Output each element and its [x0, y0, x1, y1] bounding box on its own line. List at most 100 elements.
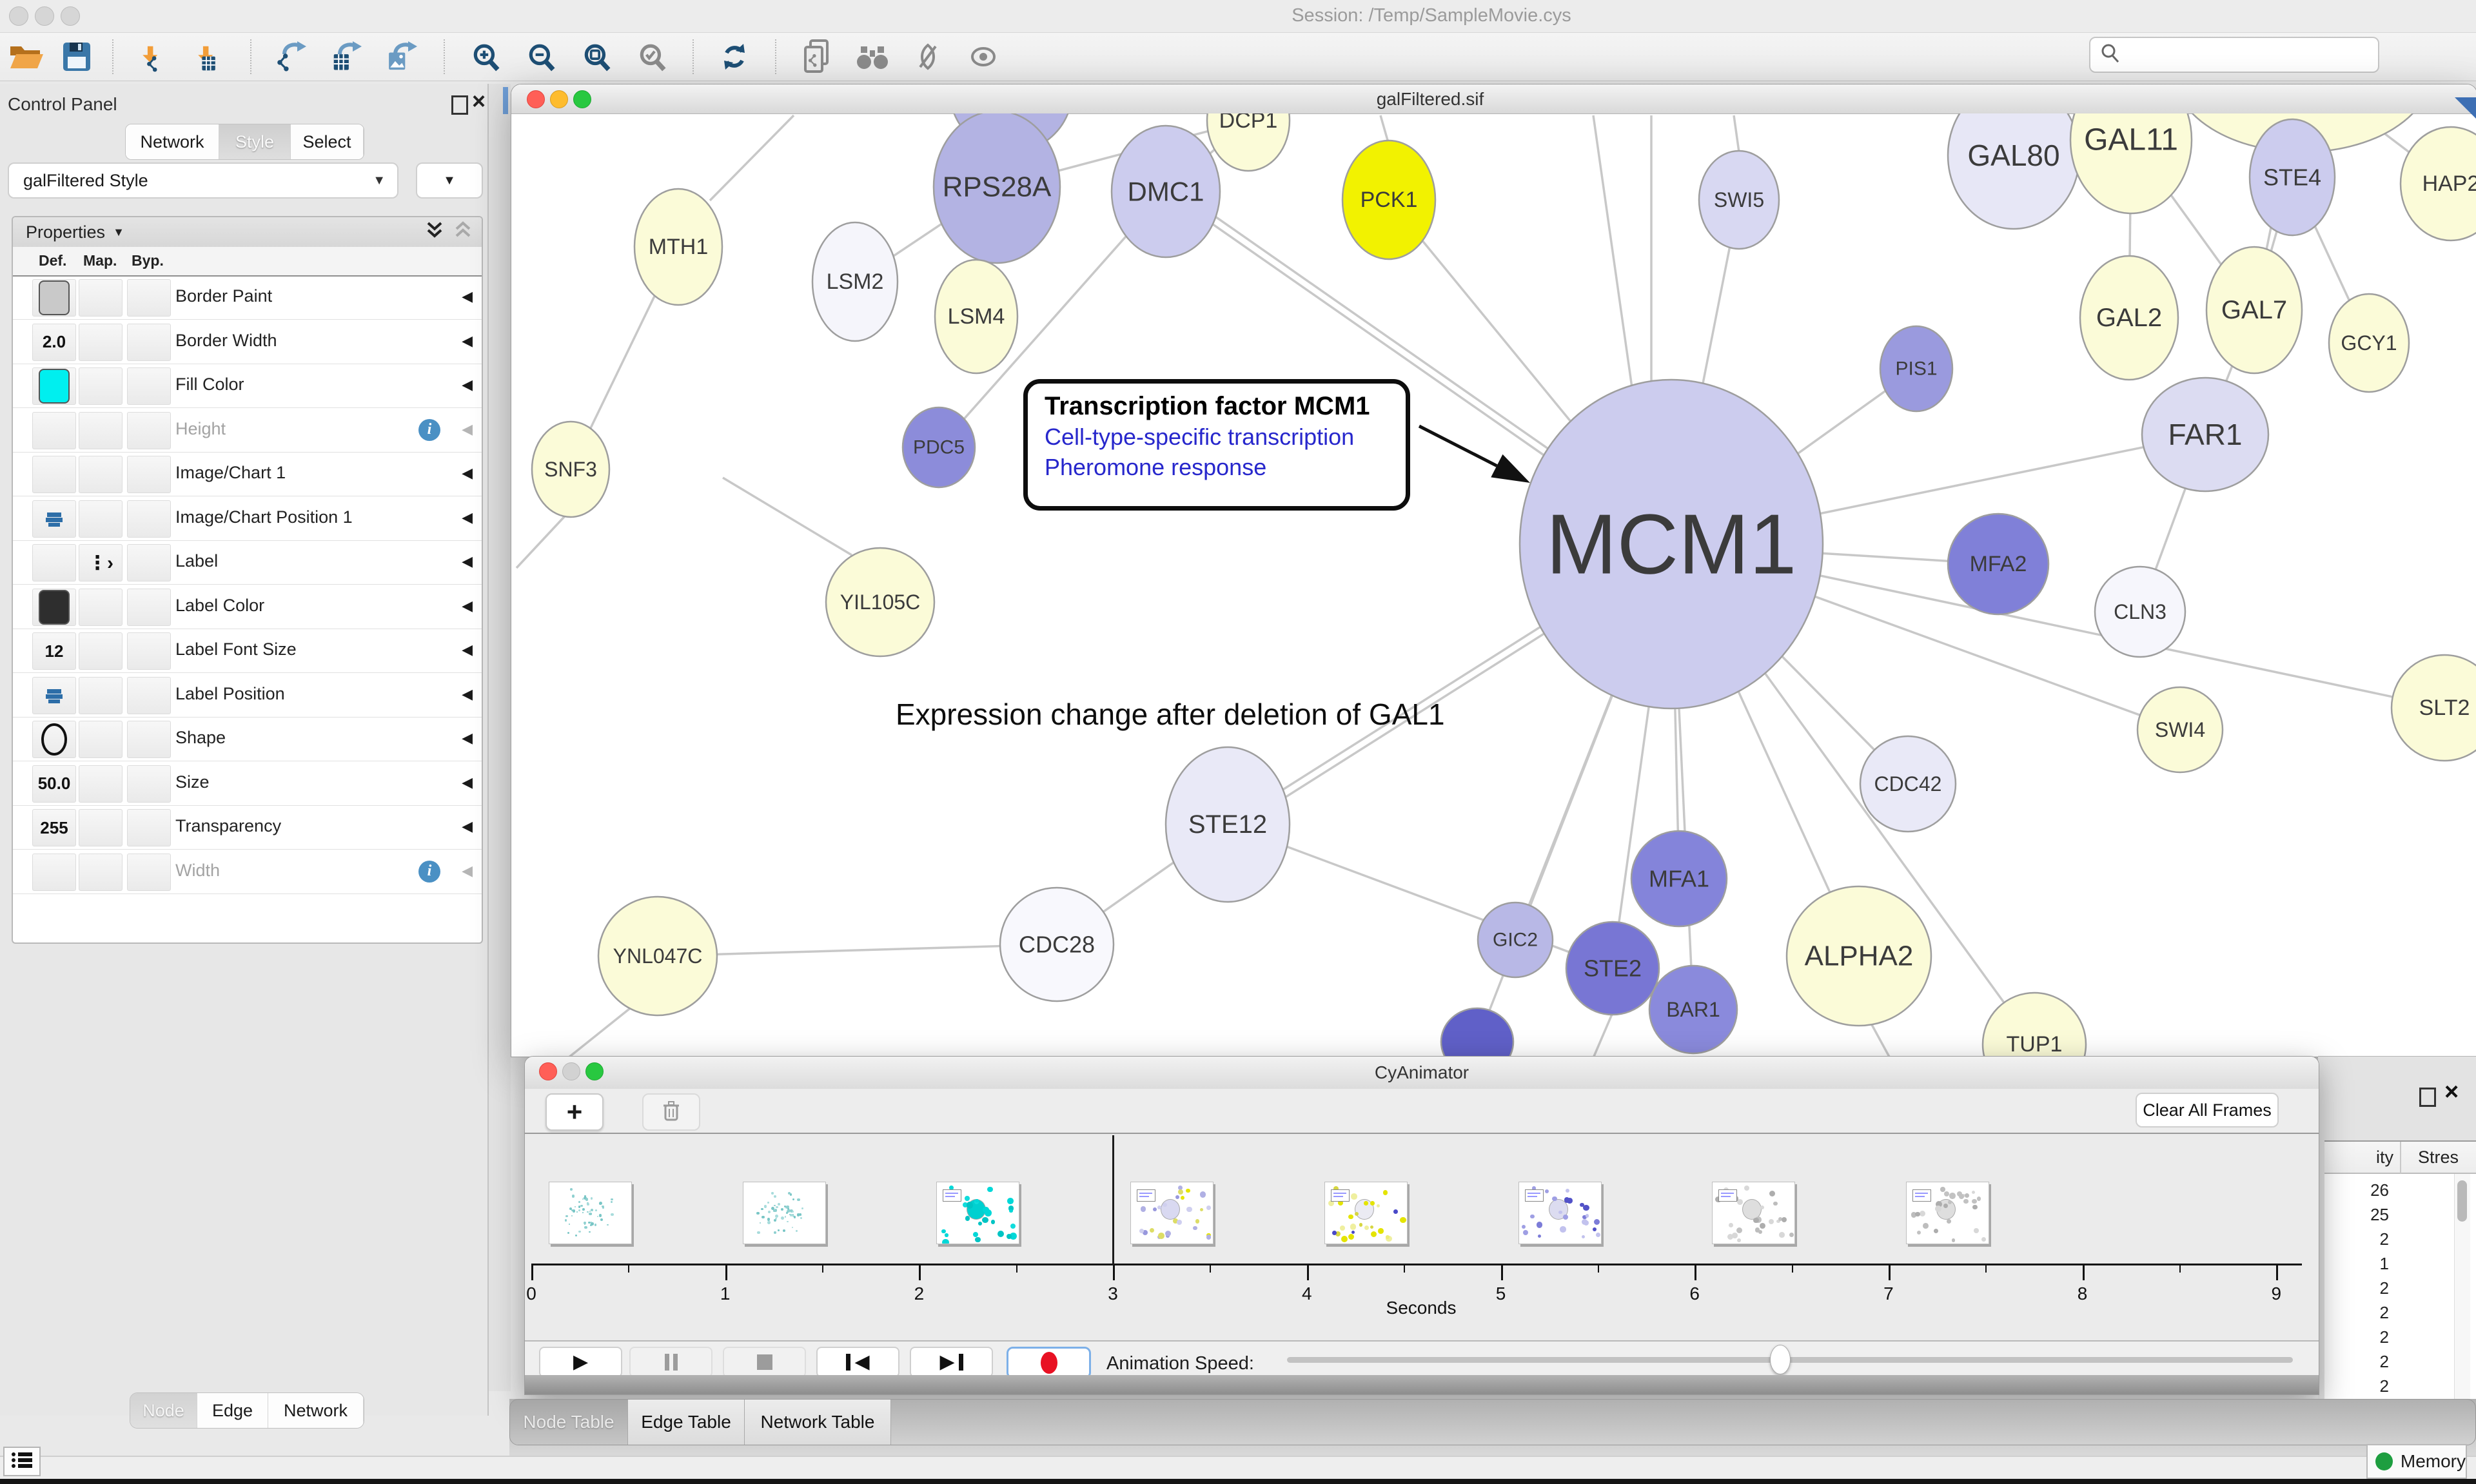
default-value-cell[interactable] [32, 279, 76, 317]
network-canvas[interactable]: DCP1 RPS28A DMC1 PCK1 SWI5 GAL80 GAL11 STE4 HAP2… [511, 84, 2476, 1057]
expand-row-icon[interactable]: ◀ [462, 376, 473, 393]
minimize-window-icon[interactable] [550, 90, 568, 108]
export-network-button[interactable] [272, 38, 312, 75]
property-row-border-width[interactable]: 2.0 Border Width ◀ [13, 320, 482, 364]
style-options-button[interactable]: ▼ [416, 162, 483, 199]
property-row-image-chart-1[interactable]: Image/Chart 1 ◀ [13, 452, 482, 496]
export-image-button[interactable] [383, 38, 423, 75]
tab-network[interactable]: Network [126, 124, 219, 159]
node-CLN3[interactable]: CLN3 [2094, 565, 2186, 658]
node-MCM1[interactable]: MCM1 [1518, 378, 1824, 710]
default-value-cell[interactable] [32, 676, 76, 714]
default-value-cell[interactable] [32, 588, 76, 626]
tab-node-table[interactable]: Node Table [510, 1400, 628, 1445]
property-row-transparency[interactable]: 255 Transparency ◀ [13, 805, 482, 850]
find-button[interactable] [852, 38, 892, 75]
node-ALPHA2[interactable]: ALPHA2 [1785, 885, 1932, 1027]
property-row-label-color[interactable]: Label Color ◀ [13, 585, 482, 629]
collapse-all-icon[interactable] [453, 219, 473, 246]
table-column-header[interactable]: ity [2324, 1142, 2401, 1174]
properties-header[interactable]: Properties ▼ [13, 217, 482, 248]
node-STE2[interactable]: STE2 [1565, 921, 1660, 1016]
tab-network-table[interactable]: Network Table [745, 1400, 891, 1445]
zoom-out-button[interactable] [521, 38, 561, 75]
node-SWI5[interactable]: SWI5 [1698, 150, 1780, 250]
node-CDC42[interactable]: CDC42 [1859, 735, 1957, 833]
refresh-view-button[interactable] [714, 38, 754, 75]
node-DCP1[interactable]: DCP1 [1206, 84, 1291, 172]
table-column-header[interactable]: Stres [2401, 1142, 2476, 1174]
close-panel-icon[interactable]: × [2444, 1079, 2459, 1106]
expand-row-icon[interactable]: ◀ [462, 465, 473, 481]
property-row-shape[interactable]: Shape ◀ [13, 717, 482, 761]
mapping-cell[interactable]: ⋮› [79, 544, 123, 581]
float-panel-icon[interactable] [451, 95, 468, 115]
clone-network-button[interactable] [797, 38, 837, 75]
clear-all-frames-button[interactable]: Clear All Frames [2136, 1093, 2279, 1128]
task-history-button[interactable] [3, 1447, 41, 1476]
node-DMC1[interactable]: DMC1 [1110, 124, 1221, 259]
node-GAL11[interactable]: GAL11 [2069, 84, 2193, 215]
footer-tab-edge[interactable]: Edge [197, 1393, 268, 1428]
tab-select[interactable]: Select [291, 124, 364, 159]
text-annotation[interactable]: Expression change after deletion of GAL1 [896, 698, 1445, 731]
maximize-window-icon[interactable] [585, 1062, 604, 1080]
maximize-window-icon[interactable] [573, 90, 591, 108]
expand-row-icon[interactable]: ◀ [462, 332, 473, 349]
bypass-cell[interactable] [127, 411, 171, 449]
mapping-cell[interactable] [79, 500, 123, 538]
expand-row-icon[interactable]: ◀ [462, 730, 473, 746]
add-frame-button[interactable]: + [545, 1093, 604, 1131]
minimize-window-icon[interactable] [562, 1062, 580, 1080]
mapping-cell[interactable] [79, 721, 123, 758]
node-YIL105C[interactable]: YIL105C [825, 547, 936, 658]
table-scrollbar[interactable] [2454, 1174, 2470, 1401]
info-icon[interactable]: i [418, 860, 440, 883]
slider-handle[interactable] [1770, 1345, 1791, 1374]
open-session-button[interactable] [6, 38, 46, 75]
frame-thumbnail-7[interactable] [1712, 1182, 1796, 1244]
node-STE4[interactable]: STE4 [2248, 118, 2336, 237]
default-value-cell[interactable] [32, 456, 76, 493]
expand-row-icon[interactable]: ◀ [462, 641, 473, 658]
show-details-button[interactable] [963, 38, 1003, 75]
bypass-cell[interactable] [127, 500, 171, 538]
mapping-cell[interactable] [79, 676, 123, 714]
frame-thumbnail-1[interactable] [549, 1182, 632, 1244]
bypass-cell[interactable] [127, 544, 171, 581]
bypass-cell[interactable] [127, 588, 171, 626]
tab-style[interactable]: Style [219, 124, 291, 159]
node-LSM4[interactable]: LSM4 [934, 259, 1019, 375]
bypass-cell[interactable] [127, 853, 171, 891]
close-window-icon[interactable] [9, 6, 28, 26]
node-PCK1[interactable]: PCK1 [1341, 139, 1437, 260]
frame-thumbnail-6[interactable] [1518, 1182, 1602, 1244]
default-value-cell[interactable] [32, 367, 76, 405]
mapping-cell[interactable] [79, 411, 123, 449]
default-value-cell[interactable]: 2.0 [32, 323, 76, 361]
expand-all-icon[interactable] [425, 219, 444, 246]
node-PIS1[interactable]: PIS1 [1879, 325, 1954, 413]
mapping-cell[interactable] [79, 323, 123, 361]
zoom-fit-button[interactable] [576, 38, 616, 75]
bypass-cell[interactable] [127, 721, 171, 758]
node-MFA2[interactable]: MFA2 [1947, 513, 2050, 616]
annotation-link[interactable]: Pheromone response [1045, 453, 1267, 480]
frame-thumbnail-4[interactable] [1130, 1182, 1214, 1244]
close-panel-icon[interactable]: × [472, 88, 486, 114]
mapping-cell[interactable] [79, 367, 123, 405]
default-value-cell[interactable]: 12 [32, 632, 76, 670]
node-YNL047C[interactable]: YNL047C [597, 895, 718, 1017]
property-row-label-position[interactable]: Label Position ◀ [13, 673, 482, 718]
bypass-cell[interactable] [127, 809, 171, 846]
node-SLT2[interactable]: SLT2 [2390, 654, 2476, 762]
play-button[interactable]: ▶ [539, 1347, 622, 1378]
node-SWI4[interactable]: SWI4 [2136, 686, 2224, 774]
timeline-playhead[interactable] [1112, 1135, 1115, 1265]
mapping-cell[interactable] [79, 853, 123, 891]
node-BLUE1[interactable] [1440, 1007, 1515, 1057]
node-GCY1[interactable]: GCY1 [2328, 293, 2410, 393]
zoom-selected-button[interactable] [632, 38, 672, 75]
expand-row-icon[interactable]: ◀ [462, 509, 473, 525]
default-value-cell[interactable] [32, 544, 76, 581]
